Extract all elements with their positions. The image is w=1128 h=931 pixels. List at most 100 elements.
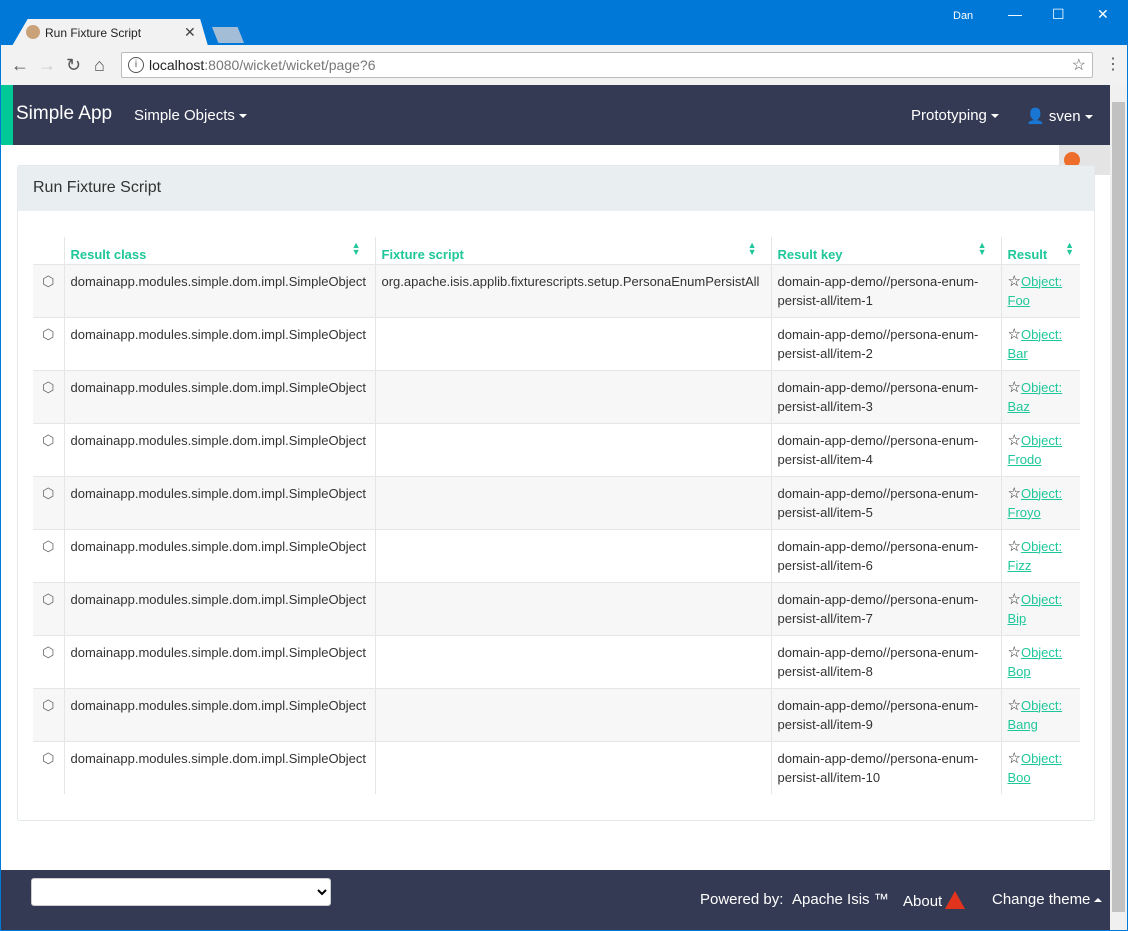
cube-icon: ⬡ xyxy=(33,369,65,423)
header-result-class[interactable]: Result class ▲ ▼ xyxy=(64,237,376,264)
favicon-icon xyxy=(26,25,40,39)
icon-column-header xyxy=(33,237,65,264)
fixture-script-cell: org.apache.isis.applib.fixturescripts.se… xyxy=(375,263,772,317)
browser-menu-icon[interactable]: ⋮ xyxy=(1105,56,1121,73)
result-cell: ☆Object: Bip xyxy=(1001,581,1080,635)
star-icon: ☆ xyxy=(1007,484,1021,502)
debug-icon xyxy=(1064,152,1080,168)
fixture-results-panel: Run Fixture Script Result class ▲ ▼ Fixtur… xyxy=(17,165,1095,821)
result-key-cell: domain-app-demo//persona-enum-persist-al… xyxy=(771,369,1002,423)
vertical-scrollbar[interactable] xyxy=(1110,85,1127,930)
home-icon[interactable]: ⌂ xyxy=(94,55,105,75)
warning-icon xyxy=(945,891,966,909)
star-icon: ☆ xyxy=(1007,643,1021,661)
table-row: ⬡ domainapp.modules.simple.dom.impl.Simp… xyxy=(33,740,1080,794)
close-window-icon[interactable]: ✕ xyxy=(1097,6,1109,22)
sort-icon[interactable]: ▲ ▼ xyxy=(747,240,757,257)
star-icon: ☆ xyxy=(1007,696,1021,714)
result-link[interactable]: Object: Bop xyxy=(1007,644,1063,679)
maximize-icon[interactable]: ☐ xyxy=(1052,6,1065,22)
result-class-cell: domainapp.modules.simple.dom.impl.Simple… xyxy=(64,475,376,529)
fixture-script-cell xyxy=(375,581,772,635)
result-key-cell: domain-app-demo//persona-enum-persist-al… xyxy=(771,740,1002,794)
cube-icon: ⬡ xyxy=(33,634,65,688)
sort-icon[interactable]: ▲ ▼ xyxy=(351,240,361,257)
close-tab-icon[interactable]: ✕ xyxy=(184,24,196,40)
page: Simple App Simple Objects Prototyping 👤 … xyxy=(1,85,1110,930)
fixture-script-cell xyxy=(375,422,772,476)
result-link[interactable]: Object: Boo xyxy=(1007,750,1063,785)
brand[interactable]: Simple App xyxy=(16,103,113,124)
star-icon: ☆ xyxy=(1007,537,1021,555)
info-icon[interactable]: i xyxy=(128,57,144,73)
powered-by-label: Powered by: xyxy=(700,891,784,908)
cube-icon: ⬡ xyxy=(33,528,65,582)
header-fixture-script[interactable]: Fixture script ▲ ▼ xyxy=(375,237,772,264)
result-cell: ☆Object: Baz xyxy=(1001,369,1080,423)
star-icon: ☆ xyxy=(1007,749,1021,767)
cube-icon: ⬡ xyxy=(33,263,65,317)
fixture-script-cell xyxy=(375,369,772,423)
result-link[interactable]: Object: Frodo xyxy=(1007,432,1063,467)
table-row: ⬡ domainapp.modules.simple.dom.impl.Simp… xyxy=(33,475,1080,529)
cube-icon: ⬡ xyxy=(33,316,65,370)
table-row: ⬡ domainapp.modules.simple.dom.impl.Simp… xyxy=(33,581,1080,635)
result-cell: ☆Object: Foo xyxy=(1001,263,1080,317)
menu-user[interactable]: 👤 sven xyxy=(1026,107,1093,125)
fixture-script-cell xyxy=(375,634,772,688)
browser-tab[interactable]: Run Fixture Script ✕ xyxy=(12,19,208,46)
user-icon: 👤 xyxy=(1026,108,1045,125)
forward-icon[interactable]: → xyxy=(38,55,56,75)
about-link[interactable]: About xyxy=(903,891,966,910)
navbar: Simple App Simple Objects Prototyping 👤 … xyxy=(1,85,1110,145)
change-theme-menu[interactable]: Change theme xyxy=(992,891,1103,908)
sort-icon[interactable]: ▲ ▼ xyxy=(977,240,987,257)
fixture-script-cell xyxy=(375,316,772,370)
table-row: ⬡ domainapp.modules.simple.dom.impl.Simp… xyxy=(33,422,1080,476)
result-link[interactable]: Object: Fizz xyxy=(1007,538,1063,573)
footer: Powered by: Apache Isis ™ About Change t… xyxy=(1,870,1110,930)
result-link[interactable]: Object: Baz xyxy=(1007,379,1063,414)
result-class-cell: domainapp.modules.simple.dom.impl.Simple… xyxy=(64,422,376,476)
result-link[interactable]: Object: Bar xyxy=(1007,326,1063,361)
result-link[interactable]: Object: Froyo xyxy=(1007,485,1063,520)
result-class-cell: domainapp.modules.simple.dom.impl.Simple… xyxy=(64,581,376,635)
result-cell: ☆Object: Froyo xyxy=(1001,475,1080,529)
result-key-cell: domain-app-demo//persona-enum-persist-al… xyxy=(771,316,1002,370)
cube-icon: ⬡ xyxy=(33,687,65,741)
result-link[interactable]: Object: Bang xyxy=(1007,697,1063,732)
footer-select[interactable] xyxy=(31,878,331,906)
minimize-icon[interactable]: — xyxy=(1008,6,1022,22)
new-tab-button[interactable] xyxy=(212,27,244,43)
header-result-key[interactable]: Result key ▲ ▼ xyxy=(771,237,1002,264)
result-class-cell: domainapp.modules.simple.dom.impl.Simple… xyxy=(64,528,376,582)
menu-simple-objects[interactable]: Simple Objects xyxy=(134,107,247,124)
table-row: ⬡ domainapp.modules.simple.dom.impl.Simp… xyxy=(33,369,1080,423)
result-cell: ☆Object: Boo xyxy=(1001,740,1080,794)
header-result[interactable]: Result ▲ ▼ xyxy=(1007,240,1075,262)
fixture-script-cell xyxy=(375,528,772,582)
apache-isis-link[interactable]: Apache Isis ™ xyxy=(792,891,889,908)
table-row: ⬡ domainapp.modules.simple.dom.impl.Simp… xyxy=(33,263,1080,317)
sort-icon[interactable]: ▲ ▼ xyxy=(1065,240,1074,257)
result-class-cell: domainapp.modules.simple.dom.impl.Simple… xyxy=(64,634,376,688)
tab-title: Run Fixture Script xyxy=(45,26,142,40)
result-link[interactable]: Object: Bip xyxy=(1007,591,1063,626)
menu-prototyping[interactable]: Prototyping xyxy=(911,107,999,124)
result-key-cell: domain-app-demo//persona-enum-persist-al… xyxy=(771,263,1002,317)
result-key-cell: domain-app-demo//persona-enum-persist-al… xyxy=(771,581,1002,635)
scrollbar-thumb[interactable] xyxy=(1112,102,1125,912)
fixture-script-cell xyxy=(375,475,772,529)
back-icon[interactable]: ← xyxy=(11,55,29,75)
results-table: Result class ▲ ▼ Fixture script ▲ ▼ Result k… xyxy=(33,237,1080,794)
reload-icon[interactable]: ↻ xyxy=(66,55,82,75)
bookmark-star-icon[interactable]: ☆ xyxy=(1071,57,1086,74)
browser-user[interactable]: Dan xyxy=(953,10,974,22)
address-bar[interactable]: i localhost:8080/wicket/wicket/page?6 ☆ xyxy=(121,52,1093,78)
result-cell: ☆Object: Bar xyxy=(1001,316,1080,370)
star-icon: ☆ xyxy=(1007,590,1021,608)
panel-title: Run Fixture Script xyxy=(18,166,1094,211)
result-link[interactable]: Object: Foo xyxy=(1007,273,1063,308)
star-icon: ☆ xyxy=(1007,325,1021,343)
fixture-script-cell xyxy=(375,687,772,741)
